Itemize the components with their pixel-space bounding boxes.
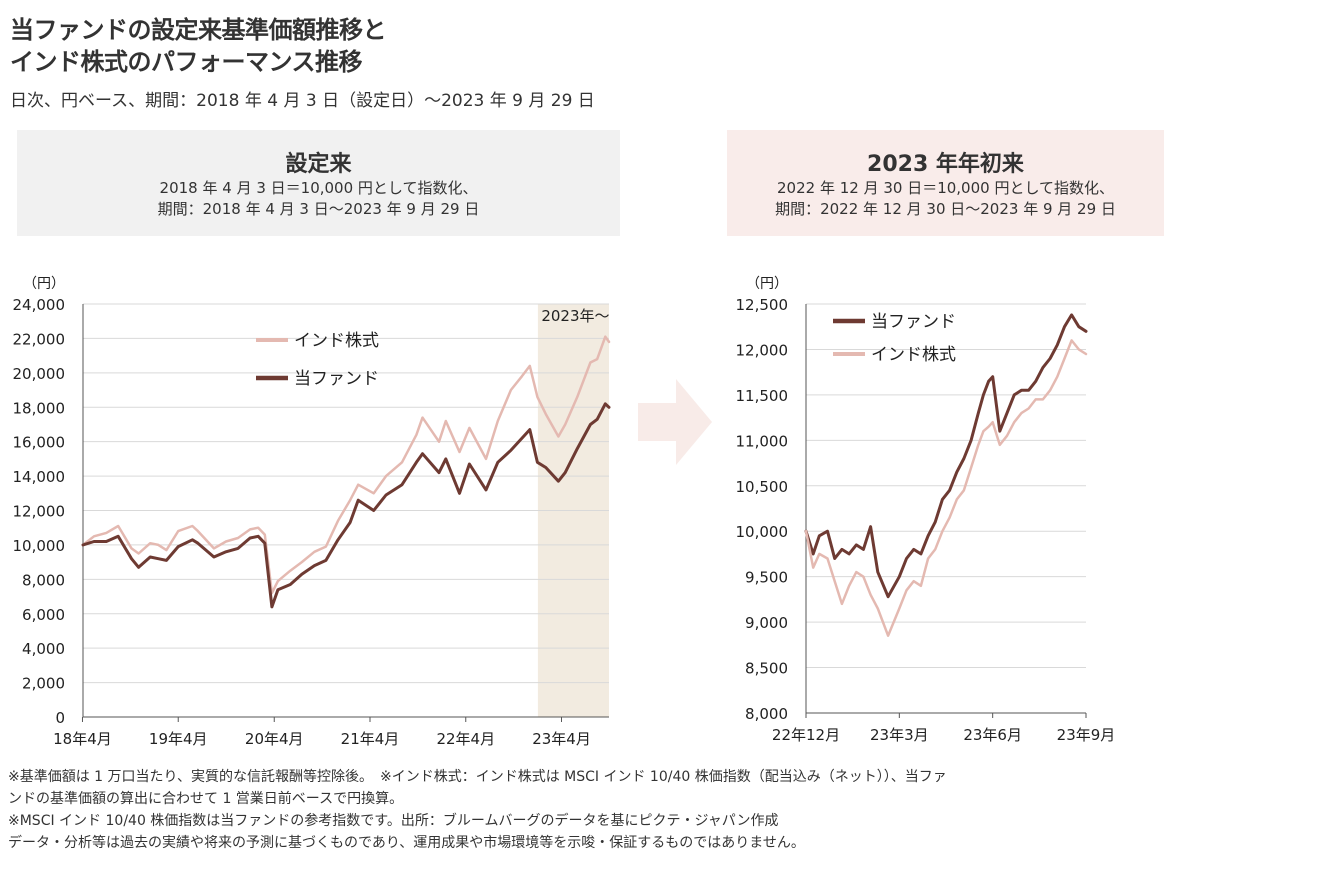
footnote-4: データ・分析等は過去の実績や将来の予測に基づくものであり、運用成果や市場環境等を… <box>8 835 805 851</box>
right-panel-desc-2: 期間：2022 年 12 月 30 日～2023 年 9 月 29 日 <box>775 200 1116 218</box>
ytd-2023-xtick-label: 22年12月 <box>772 726 840 744</box>
page-title: 当ファンドの設定来基準価額推移と インド株式のパフォーマンス推移 <box>10 14 387 78</box>
since-inception-xtick-label: 21年4月 <box>341 730 400 748</box>
ytd-2023-ytick-label: 12,500 <box>736 296 789 314</box>
since-inception-ytick-label: 6,000 <box>22 606 65 624</box>
since-inception-legend-label-india: インド株式 <box>294 331 379 351</box>
since-inception-ytick-label: 8,000 <box>22 571 65 589</box>
ytd-2023-ytick-label: 8,500 <box>745 660 788 678</box>
ytd-2023-y-unit: （円） <box>746 276 788 292</box>
since-inception-ytick-label: 12,000 <box>13 503 66 521</box>
ytd-2023-legend-label-india: インド株式 <box>871 345 956 365</box>
ytd-2023-ytick-label: 8,000 <box>745 705 788 723</box>
left-panel-desc-1: 2018 年 4 月 3 日＝10,000 円として指数化、 <box>159 179 478 197</box>
since-inception-xtick-label: 23年4月 <box>532 730 591 748</box>
left-panel-desc-2: 期間：2018 年 4 月 3 日～2023 年 9 月 29 日 <box>157 200 480 218</box>
ytd-2023-ytick-label: 12,000 <box>736 341 789 359</box>
ytd-2023-series-india-line <box>804 339 1088 637</box>
left-panel-title: 設定来 <box>285 152 352 177</box>
right-panel-desc-1: 2022 年 12 月 30 日＝10,000 円として指数化、 <box>777 179 1114 197</box>
since-inception-ytick-label: 22,000 <box>13 330 66 348</box>
footnotes: ※基準価額は 1 万口当たり、実質的な信託報酬等控除後。 ※インド株式：インド株… <box>8 766 947 854</box>
ytd-2023-xtick-label: 23年9月 <box>1057 726 1116 744</box>
footnote-1: ※基準価額は 1 万口当たり、実質的な信託報酬等控除後。 ※インド株式：インド株… <box>8 769 947 785</box>
right-panel-header: 2023 年年初来 2022 年 12 月 30 日＝10,000 円として指数… <box>727 130 1164 236</box>
since-inception-ytick-label: 16,000 <box>13 434 66 452</box>
footnote-3: ※MSCI インド 10/40 株価指数は当ファンドの参考指数です。出所：ブルー… <box>8 813 779 829</box>
page-title-line-2: インド株式のパフォーマンス推移 <box>10 48 363 76</box>
page-subtitle: 日次、円ベース、期間：2018 年 4 月 3 日（設定日）～2023 年 9 … <box>10 91 595 111</box>
right-panel-title: 2023 年年初来 <box>867 152 1024 177</box>
since-inception-xtick-label: 20年4月 <box>245 730 304 748</box>
since-inception-ytick-label: 0 <box>55 709 65 727</box>
since-inception-y-unit: （円） <box>23 276 65 292</box>
ytd-2023-ytick-label: 10,000 <box>736 523 789 541</box>
since-inception-legend-label-fund: 当ファンド <box>294 369 379 389</box>
since-inception-series-fund-line <box>81 402 611 609</box>
ytd-2023-ytick-label: 9,000 <box>745 614 788 632</box>
ytd-2023-xtick-label: 23年6月 <box>963 726 1022 744</box>
since-inception-ytick-label: 18,000 <box>13 399 66 417</box>
since-inception-series-india-line <box>81 335 611 595</box>
since-inception-ytick-label: 24,000 <box>13 296 66 314</box>
since-inception-xtick-label: 22年4月 <box>436 730 495 748</box>
ytd-2023-ytick-label: 10,500 <box>736 478 789 496</box>
right-arrow-icon <box>638 379 712 465</box>
since-inception-ytick-label: 20,000 <box>13 365 66 383</box>
since-inception-shaded-label: 2023年～ <box>541 307 609 325</box>
since-inception-ytick-label: 10,000 <box>13 537 66 555</box>
ytd-2023-xtick-label: 23年3月 <box>870 726 929 744</box>
since-inception-ytick-label: 2,000 <box>22 675 65 693</box>
since-inception-xtick-label: 18年4月 <box>53 730 112 748</box>
since-inception-ytick-label: 14,000 <box>13 468 66 486</box>
since-inception-xtick-label: 19年4月 <box>149 730 208 748</box>
footnote-2: ンドの基準価額の算出に合わせて 1 営業日前ベースで円換算。 <box>8 791 404 807</box>
since-inception-ytick-label: 4,000 <box>22 640 65 658</box>
left-panel-header: 設定来 2018 年 4 月 3 日＝10,000 円として指数化、 期間：20… <box>17 130 620 236</box>
ytd-2023-series-fund-line <box>804 313 1088 599</box>
ytd-2023-ytick-label: 11,500 <box>736 387 789 405</box>
ytd-2023-ytick-label: 11,000 <box>736 432 789 450</box>
ytd-2023-legend-label-fund: 当ファンド <box>871 312 956 332</box>
page-title-line-1: 当ファンドの設定来基準価額推移と <box>10 16 387 44</box>
ytd-2023-ytick-label: 9,500 <box>745 569 788 587</box>
